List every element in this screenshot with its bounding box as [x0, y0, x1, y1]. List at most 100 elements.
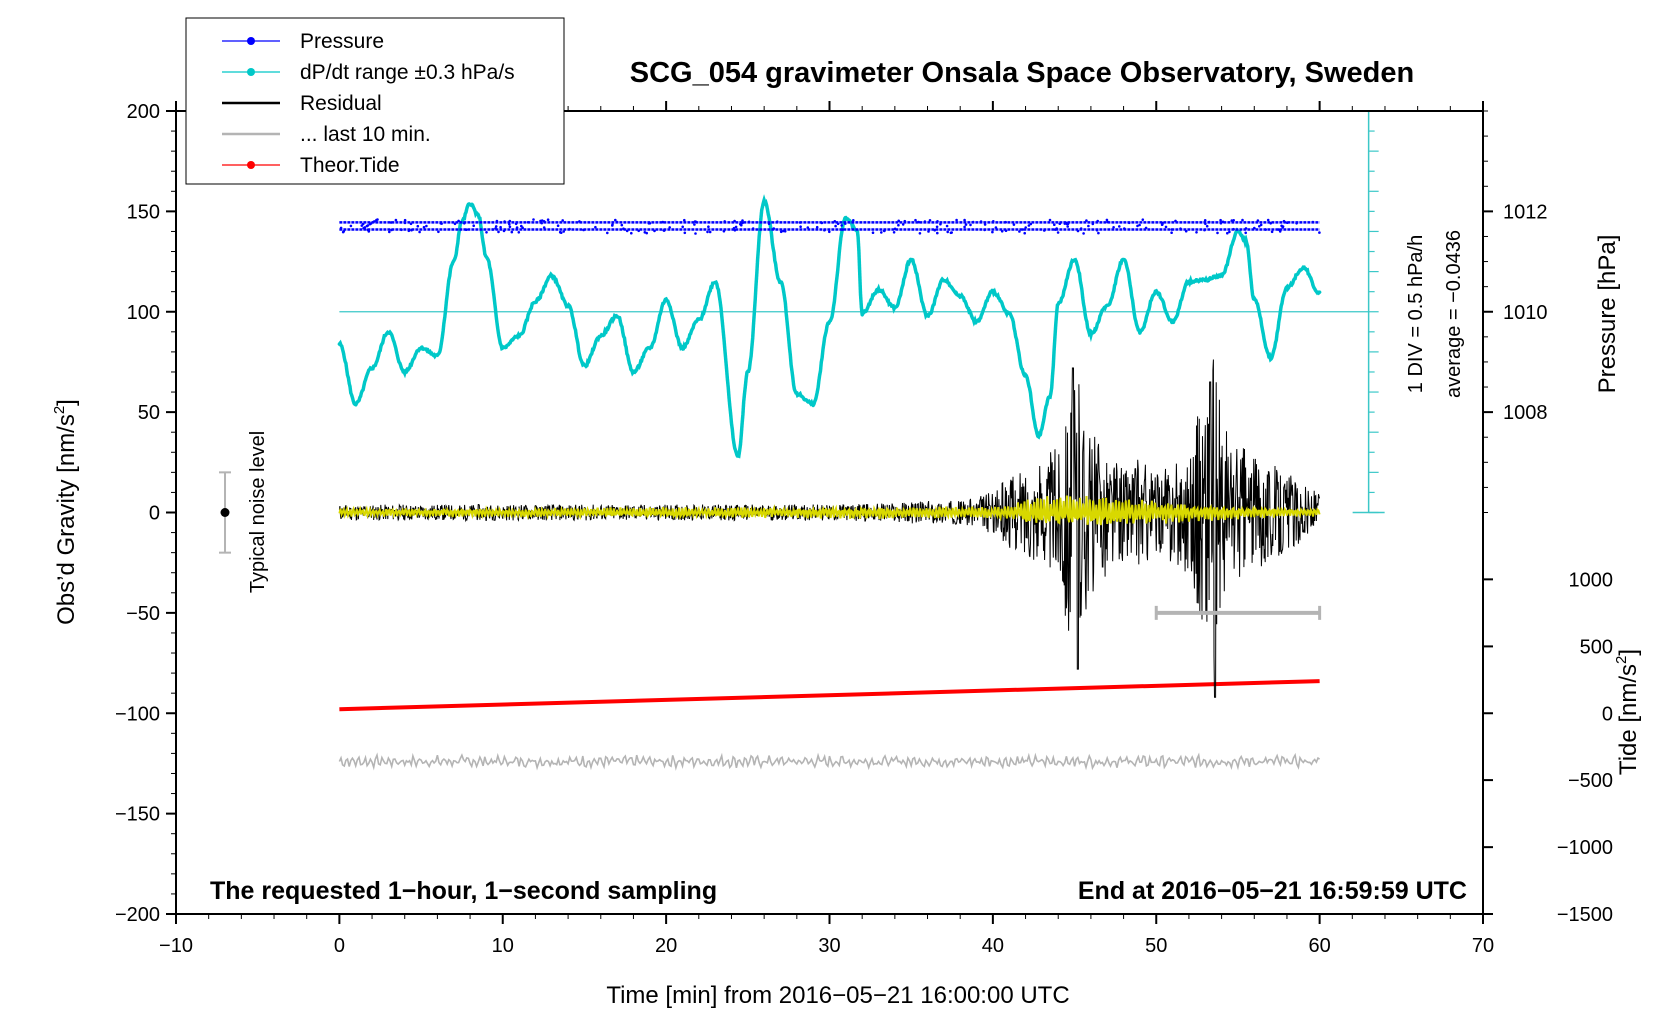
tide-tick-label: −1500 [1557, 904, 1613, 926]
pressure-point [349, 224, 353, 228]
pressure-point [376, 218, 379, 221]
pressure-point [871, 231, 875, 234]
pressure-tick-label: 1010 [1503, 302, 1548, 324]
y-tick-label: −150 [115, 804, 160, 826]
pressure-point [1112, 226, 1115, 229]
pressure-point [991, 230, 994, 234]
pressure-point [568, 227, 571, 231]
pressure-point [366, 228, 370, 232]
pressure-point [901, 223, 905, 226]
pressure-point [799, 225, 802, 228]
pressure-point [693, 223, 696, 226]
pressure-point [1286, 221, 1289, 224]
pressure-point [1280, 224, 1283, 228]
pressure-series [339, 218, 1321, 235]
pressure-point [1053, 223, 1056, 226]
pressure-point [457, 219, 460, 223]
pressure-point [694, 232, 697, 235]
pressure-point [422, 225, 426, 229]
pressure-point [1203, 219, 1207, 222]
pressure-point [1043, 229, 1046, 232]
pressure-point [491, 228, 495, 231]
pressure-point [893, 227, 897, 231]
y-axis-title-main: Obs’d Gravity [nm/s [53, 414, 80, 625]
pressure-point [494, 225, 498, 228]
pressure-point [1096, 219, 1099, 223]
pressure-point [540, 221, 543, 225]
tide-tick-label: −500 [1568, 770, 1613, 792]
pressure-point [1058, 222, 1062, 225]
pressure-point [1164, 225, 1168, 229]
pressure-point [1232, 227, 1235, 231]
pressure-point [1138, 223, 1141, 227]
right-note: End at 2016−05−21 16:59:59 UTC [1078, 877, 1467, 905]
pressure-point [806, 226, 810, 229]
pressure-tick-label: 1012 [1503, 201, 1548, 223]
pressure-point [1264, 228, 1267, 231]
tide-axis-title-main: Tide [nm/s [1615, 664, 1642, 775]
pressure-point [485, 231, 488, 234]
pressure-point [706, 230, 709, 234]
pressure-point [514, 222, 518, 226]
pressure-point [1056, 231, 1060, 234]
pressure-point [1000, 230, 1004, 233]
pressure-point [723, 220, 726, 223]
pressure-point [992, 220, 995, 223]
pressure-point [532, 218, 535, 221]
pressure-point [1029, 222, 1033, 226]
pressure-point [515, 226, 519, 229]
pressure-point [1205, 224, 1209, 228]
pressure-point [917, 220, 920, 224]
pressure-point [733, 229, 737, 232]
chart-title: SCG_054 gravimeter Onsala Space Observat… [630, 57, 1414, 89]
pressure-point [983, 223, 987, 226]
pressure-point [1195, 231, 1198, 234]
pressure-point [946, 230, 949, 234]
pressure-point [1277, 228, 1280, 231]
pressure-point [914, 218, 917, 222]
pressure-point [388, 230, 391, 234]
pressure-point [510, 230, 514, 234]
pressure-point [342, 230, 346, 233]
pressure-point [1082, 232, 1085, 235]
pressure-point [707, 225, 710, 228]
pressure-point [647, 222, 651, 225]
pressure-point [1141, 218, 1145, 221]
pressure-point [653, 229, 656, 233]
pressure-point [425, 224, 428, 228]
legend-label: ... last 10 min. [300, 123, 431, 146]
pressure-point [1184, 229, 1188, 233]
pressure-point [661, 220, 665, 224]
x-tick-label: −10 [159, 935, 193, 957]
pressure-point [410, 228, 413, 232]
pressure-point [945, 224, 949, 228]
y-tick-label: −100 [115, 703, 160, 725]
pressure-point [963, 225, 966, 229]
pressure-point [1105, 218, 1109, 222]
pressure-point [361, 222, 365, 226]
pressure-point [880, 231, 883, 234]
pressure-point [558, 230, 562, 234]
pressure-point [897, 223, 900, 227]
pressure-point [1311, 220, 1315, 224]
pressure-point [606, 231, 609, 235]
pressure-point [1087, 224, 1090, 228]
pressure-point [722, 229, 726, 233]
residual-line [338, 359, 1321, 698]
pressure-point [1004, 229, 1008, 232]
pressure-point [779, 230, 783, 234]
pressure-point [733, 219, 736, 223]
pressure-point [503, 220, 506, 223]
pressure-point [622, 227, 625, 230]
pressure-point [373, 220, 376, 223]
pressure-point [1221, 220, 1225, 224]
pressure-point [1004, 220, 1007, 224]
pressure-point [1226, 231, 1229, 235]
pressure-point [994, 226, 998, 229]
y-axis-title: Obs’d Gravity [nm/s2] [51, 399, 80, 625]
x-tick-label: 10 [492, 935, 514, 957]
pressure-point [734, 225, 738, 229]
pressure-point [1170, 231, 1173, 234]
pressure-point [751, 227, 755, 230]
pressure-point [499, 225, 502, 229]
